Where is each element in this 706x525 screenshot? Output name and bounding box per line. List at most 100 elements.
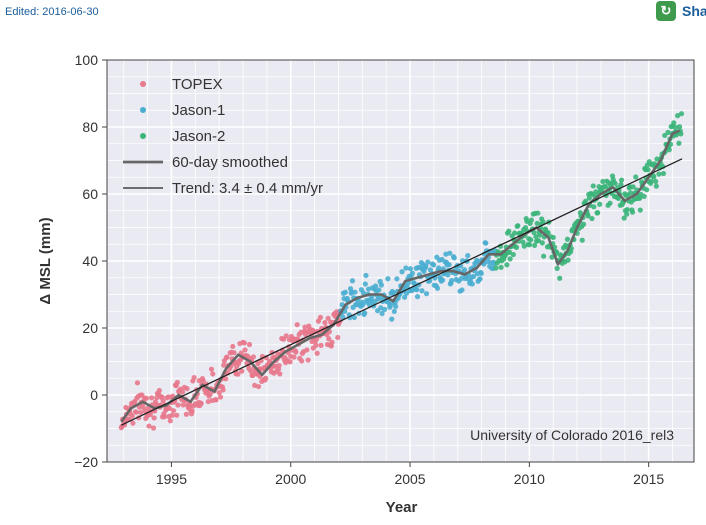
data-point [156,387,162,394]
data-point [526,242,533,248]
legend-smoothed-label: 60-day smoothed [172,154,288,171]
data-point [585,213,591,219]
data-point [618,182,624,188]
data-point [283,333,289,339]
x-axis-title: Year [386,499,418,516]
data-point [423,263,429,269]
data-point [586,195,592,201]
data-point [675,113,681,119]
data-point [208,366,215,372]
legend-jason1-label: Jason-1 [172,102,225,119]
data-point [607,200,613,206]
top-bar: Edited: 2016-06-30 ↻ Sha [0,0,706,24]
data-point [671,120,677,126]
data-point [146,423,152,429]
data-point [451,255,457,261]
data-point [506,249,513,255]
data-point [287,359,293,365]
data-point [325,315,331,321]
data-point [299,358,305,364]
data-point [335,334,341,341]
data-point [379,310,385,317]
data-point [385,276,391,282]
data-point [376,294,383,300]
legend-trend-label: Trend: 3.4 ± 0.4 mm/yr [172,180,323,197]
data-point [507,256,513,262]
data-point [318,342,324,348]
data-point [465,252,471,259]
data-point [314,350,320,356]
data-point [459,287,465,293]
y-axis: −20 0 20 40 60 80 100 [74,52,107,470]
data-point [470,273,477,280]
data-point [378,282,385,288]
x-tick-label: 2000 [275,471,306,487]
data-point [498,264,504,270]
data-point [305,357,311,363]
share-label: Sha [682,3,706,19]
data-point [612,180,618,187]
data-point [373,283,379,289]
data-point [200,378,206,384]
data-point [133,409,139,415]
data-point [129,413,135,419]
x-axis: 1995 2000 2005 2010 2015 [156,462,664,487]
data-point [349,278,356,284]
data-point [449,277,455,284]
y-axis-title: Δ MSL (mm) [37,217,54,304]
data-point [597,201,603,207]
data-point [136,404,142,410]
data-point [242,347,248,353]
data-point [221,362,227,368]
data-point [541,253,547,259]
data-point [554,265,560,271]
data-point [532,242,538,248]
data-point [537,232,543,238]
data-point [633,174,639,180]
data-point [376,287,382,293]
data-point [629,209,636,215]
data-point [239,368,245,374]
data-point [637,207,643,213]
data-point [478,270,484,277]
data-point [550,234,556,241]
data-point [414,294,421,300]
source-annotation: University of Colorado 2016_rel3 [470,427,674,443]
x-tick-label: 2015 [633,471,664,487]
data-point [493,265,499,271]
data-point [423,291,430,297]
data-point [461,267,468,273]
share-button[interactable]: ↻ Sha [656,1,706,21]
data-point [189,408,195,414]
data-point [535,238,542,244]
data-point [210,371,216,377]
data-point [174,379,180,386]
data-point [510,251,516,258]
data-point [534,220,540,227]
data-point [582,198,589,204]
data-point [382,306,388,313]
data-point [148,395,155,401]
data-point [666,147,672,153]
data-point [175,402,181,408]
data-point [180,402,186,408]
data-point [458,276,464,282]
data-point [223,376,229,382]
data-point [651,174,657,180]
legend: TOPEX Jason-1 Jason-2 60-day smoothed Trend:… [123,76,323,197]
x-tick-label: 2005 [394,471,425,487]
data-point [645,167,651,173]
data-point [676,124,683,130]
data-point [291,354,297,360]
data-point [656,171,662,177]
data-point [641,193,647,200]
data-point [409,270,415,276]
data-point [220,387,226,393]
y-tick-label: 40 [82,253,98,269]
data-point [360,302,366,308]
data-point [246,341,253,348]
data-point [477,276,483,282]
legend-jason1-marker [140,107,146,113]
data-point [161,414,168,420]
data-point [138,409,144,416]
